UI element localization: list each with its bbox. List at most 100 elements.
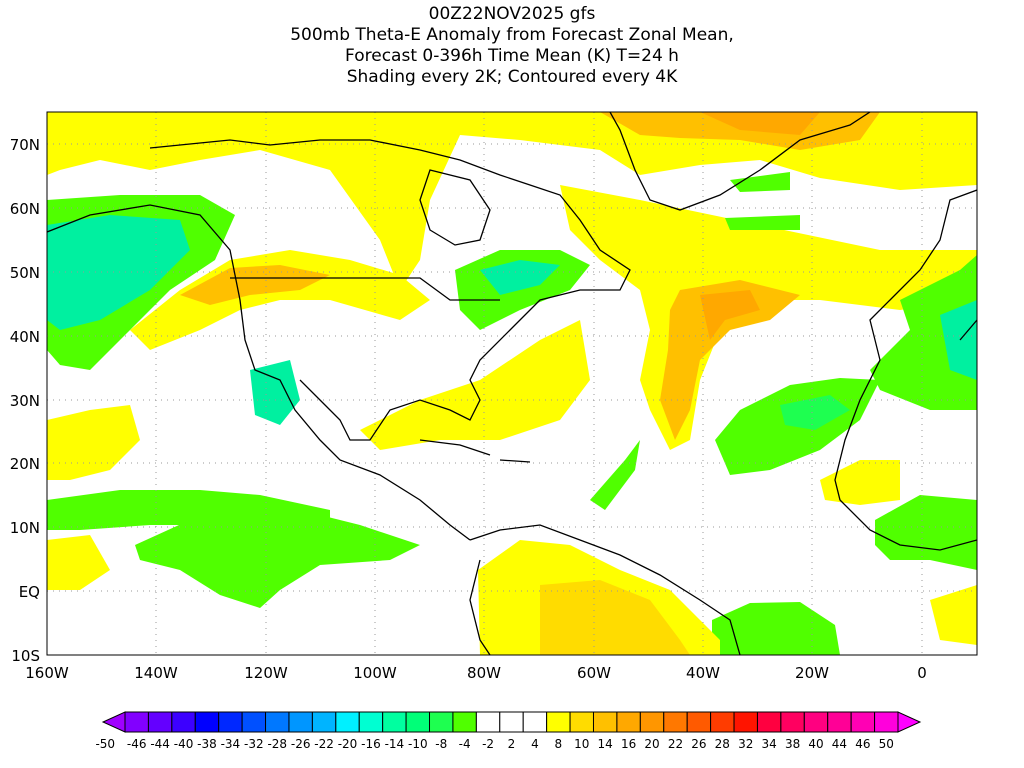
x-tick: 60W	[577, 664, 611, 682]
colorbar-label: 10	[574, 737, 589, 751]
colorbar-swatch	[218, 711, 243, 733]
shade-max-greenland	[700, 112, 820, 135]
colorbar-label: -22	[314, 737, 334, 751]
coast-north-america	[47, 139, 631, 541]
title-line-forecast: Forecast 0-396h Time Mean (K) T=24 h	[345, 46, 679, 66]
x-tick: 120W	[244, 664, 288, 682]
colorbar-swatch	[147, 711, 173, 733]
colorbar-high-arrow	[897, 711, 922, 733]
shade-negative-quebec-core	[480, 260, 560, 295]
y-tick: 10S	[11, 647, 40, 665]
colorbar-label: 16	[621, 737, 636, 751]
shade-negative-caribbean	[590, 440, 640, 510]
colorbar-swatch	[335, 711, 360, 733]
shade-negative-greenland-sea	[730, 172, 790, 192]
colorbar-label: -34	[221, 737, 241, 751]
colorbar-label: 2	[508, 737, 516, 751]
shade-negative-baja	[250, 360, 300, 425]
colorbar-swatch	[827, 711, 852, 733]
graticule	[47, 112, 977, 655]
y-tick: EQ	[19, 583, 40, 601]
shade-positive-north	[47, 112, 977, 290]
colorbar-label: -50	[95, 737, 115, 751]
colorbar-label: 46	[855, 737, 870, 751]
colorbar-swatch	[616, 711, 641, 733]
anomaly-shading	[47, 112, 977, 655]
map-frame	[46, 111, 978, 656]
colorbar-label: 14	[598, 737, 613, 751]
coast-south-america	[469, 524, 741, 655]
colorbar-label: 26	[691, 737, 706, 751]
shade-max-atlantic	[700, 290, 760, 340]
colorbar-swatch	[874, 711, 899, 733]
colorbar-swatch	[663, 711, 688, 733]
coast-hudson-bay	[419, 169, 491, 246]
y-tick: 40N	[10, 328, 40, 346]
colorbar-low-arrow	[101, 711, 126, 733]
shade-positive-pacific-nw	[130, 250, 430, 350]
shade-negative-labrador-east	[725, 215, 800, 230]
shade-positive-south-america-core	[540, 580, 690, 655]
title-line-date: 00Z22NOV2025 gfs	[428, 4, 596, 24]
colorbar-swatch	[756, 711, 782, 733]
coastlines	[47, 112, 977, 655]
shade-negative-atlantic-core	[780, 395, 850, 430]
y-axis-ticks: 70N 60N 50N 40N 30N 20N 10N EQ 10S	[10, 136, 40, 665]
colorbar-swatch	[803, 711, 829, 733]
shade-positive-west-africa	[820, 460, 900, 505]
x-tick: 140W	[134, 664, 178, 682]
shade-negative-trop-pacific-blob	[135, 505, 420, 608]
x-axis-ticks: 160W 140W 120W 100W 80W 60W 40W 20W 0	[25, 664, 927, 682]
colorbar: -50 -46 -44 -40 -38 -34 -32 -28 -26 -22 -20 -16 -14-…	[95, 711, 922, 751]
colorbar-swatch	[686, 711, 712, 733]
shade-positive-pacific-nw-core	[180, 265, 330, 305]
colorbar-label: -40	[174, 737, 194, 751]
colorbar-label: -26	[291, 737, 311, 751]
y-tick: 60N	[10, 200, 40, 218]
colorbar-swatch	[522, 711, 548, 733]
x-tick: 20W	[795, 664, 829, 682]
shade-negative-africa	[875, 495, 977, 570]
colorbar-label: -14	[385, 737, 405, 751]
shade-negative-europe	[870, 255, 977, 410]
colorbar-label: -16	[361, 737, 381, 751]
colorbar-swatch	[710, 711, 735, 733]
colorbar-swatch	[475, 711, 501, 733]
colorbar-swatch	[358, 711, 384, 733]
colorbar-label: 40	[808, 737, 823, 751]
y-tick: 20N	[10, 455, 40, 473]
us-canada-border	[230, 277, 500, 301]
y-tick: 30N	[10, 392, 40, 410]
colorbar-swatch	[405, 711, 431, 733]
y-tick: 70N	[10, 136, 40, 154]
colorbar-swatch	[452, 711, 477, 733]
colorbar-label: 20	[644, 737, 659, 751]
shade-positive-east-pacific	[47, 535, 110, 590]
colorbar-swatch	[733, 711, 758, 733]
colorbar-swatch	[124, 711, 149, 733]
colorbar-label: -2	[482, 737, 494, 751]
colorbar-swatch	[780, 711, 805, 733]
x-tick: 80W	[467, 664, 501, 682]
shade-negative-south-atlantic	[712, 602, 840, 655]
colorbar-label: 32	[738, 737, 753, 751]
colorbar-label: -10	[408, 737, 428, 751]
colorbar-label: 28	[715, 737, 730, 751]
colorbar-swatch	[429, 711, 454, 733]
colorbar-swatch	[265, 711, 290, 733]
y-tick: 50N	[10, 264, 40, 282]
title-line-variable: 500mb Theta-E Anomaly from Forecast Zona…	[290, 25, 734, 45]
coast-greenland	[609, 112, 871, 211]
colorbar-label: -38	[197, 737, 217, 751]
x-tick: 40W	[686, 664, 720, 682]
colorbar-label: 4	[531, 737, 539, 751]
colorbar-swatch	[499, 711, 524, 733]
coast-africa-europe	[834, 189, 977, 551]
shade-positive-gulf-guinea	[930, 585, 977, 645]
y-tick: 10N	[10, 519, 40, 537]
shade-positive-atlantic-core	[660, 280, 800, 440]
colorbar-swatch	[288, 711, 313, 733]
colorbar-swatch	[194, 711, 220, 733]
